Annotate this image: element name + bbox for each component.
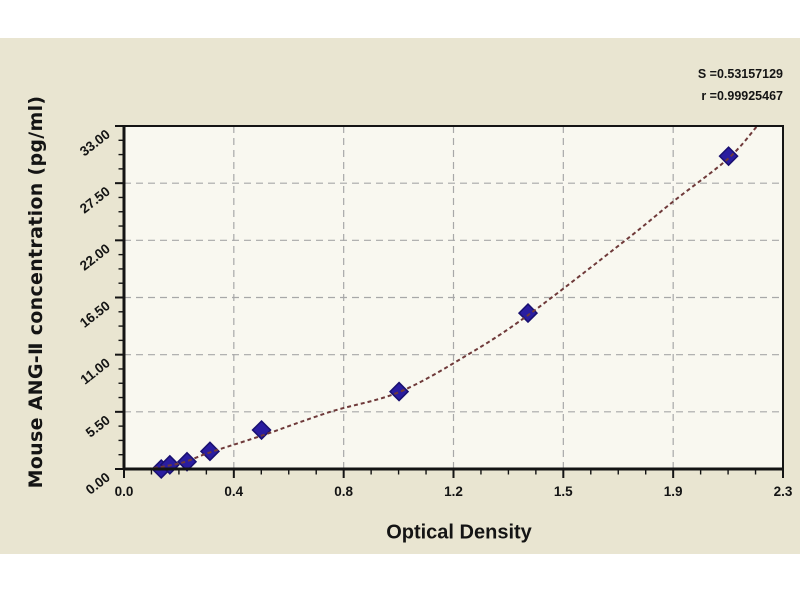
y-tick-label: 22.00 [77, 241, 113, 274]
y-tick-label: 16.50 [77, 298, 113, 331]
fit-statistics: S =0.53157129 r =0.99925467 [698, 63, 783, 107]
x-tick-label: 1.5 [554, 484, 573, 499]
x-tick-label: 1.2 [444, 484, 463, 499]
x-tick-label: 2.3 [774, 484, 793, 499]
y-tick-label: 27.50 [77, 184, 113, 217]
x-axis-title: Optical Density [386, 521, 532, 544]
data-point [176, 451, 198, 472]
stat-standard-error: S =0.53157129 [697, 67, 783, 81]
data-point [251, 419, 272, 441]
data-point [718, 146, 739, 167]
y-axis-title: Mouse ANG-Ⅱ concentration (pg/ml) [25, 95, 47, 489]
x-tick-label: 0.0 [115, 484, 134, 499]
stat-correlation: r =0.99925467 [701, 89, 783, 103]
x-tick-label: 0.4 [224, 484, 243, 499]
y-tick-label: 33.00 [77, 127, 113, 160]
data-point [389, 381, 410, 402]
data-point [199, 441, 221, 462]
y-tick-label: 0.00 [83, 470, 113, 498]
y-tick-label: 11.00 [78, 355, 113, 387]
y-tick-label: 5.50 [83, 412, 113, 440]
x-tick-label: 0.8 [334, 484, 353, 499]
fit-curve [146, 125, 758, 470]
x-tick-label: 1.9 [664, 484, 683, 499]
